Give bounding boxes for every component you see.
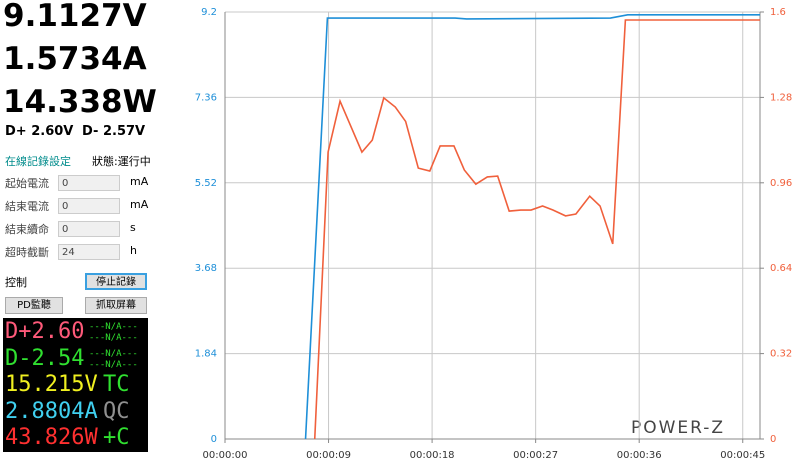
y2-tick-label: 1.6: [770, 7, 786, 18]
row-label: 超時截斷: [5, 246, 49, 259]
row-unit: mA: [130, 198, 149, 211]
y2-tick-label: 0.96: [770, 178, 792, 189]
input: 0: [58, 221, 120, 237]
panel-title: 在線記錄設定: [5, 155, 71, 168]
series-line: [304, 13, 760, 440]
lcd-side: ---N/A---: [89, 333, 138, 343]
dminus: D- 2.57V: [82, 124, 146, 139]
input: 0: [58, 175, 120, 191]
lcd-side: TC: [103, 372, 130, 397]
lcd-main: D+2.60: [5, 319, 85, 344]
logo: POWER-Z: [631, 418, 725, 438]
dplus: D+ 2.60V: [5, 124, 74, 139]
lcd-side: ---N/A---: [89, 348, 138, 359]
y-tick-label: 9.2: [201, 7, 217, 18]
y2-tick-label: 0.32: [770, 349, 792, 360]
status: 狀態:運行中: [92, 155, 151, 168]
x-tick-label: 00:00:09: [306, 450, 351, 461]
stop-button[interactable]: 停止記錄: [85, 273, 147, 290]
y-tick-label: 0: [211, 434, 217, 445]
row-label: 結束續命: [5, 223, 49, 236]
y-tick-label: 1.84: [195, 349, 217, 360]
lcd-main: 15.215V: [5, 372, 98, 397]
lcd-main: 43.826W: [5, 425, 98, 450]
lcd-side: +C: [103, 425, 130, 450]
row-unit: h: [130, 244, 137, 257]
x-tick-label: 00:00:27: [513, 450, 558, 461]
x-tick-label: 00:00:45: [720, 450, 765, 461]
control-label: 控制: [5, 276, 27, 289]
row-unit: mA: [130, 175, 149, 188]
series-line: [313, 19, 760, 440]
current: 1.5734A: [3, 41, 147, 77]
input: 24: [58, 244, 120, 260]
y2-tick-label: 1.28: [770, 92, 792, 103]
lcd-side: ---N/A---: [89, 322, 138, 332]
pd-button[interactable]: PD監聽: [5, 297, 63, 314]
lcd: D+2.60 ---N/A--- ---N/A--- D-2.54 ---N/A--- -…: [3, 318, 148, 452]
y-tick-label: 7.36: [195, 92, 217, 103]
lcd-main: 2.8804A: [5, 398, 98, 424]
input: 0: [58, 198, 120, 214]
y2-tick-label: 0.64: [770, 263, 792, 274]
row-label: 起始電流: [5, 177, 49, 190]
row-label: 結束電流: [5, 200, 49, 213]
lcd-main: D-2.54: [5, 345, 85, 371]
lcd-side: QC: [103, 398, 130, 424]
row-unit: s: [130, 221, 136, 234]
power: 14.338W: [3, 84, 157, 120]
x-tick-label: 00:00:36: [617, 450, 662, 461]
y2-tick-label: 0: [770, 434, 776, 445]
capture-button[interactable]: 抓取屏幕: [85, 297, 147, 314]
y-tick-label: 5.52: [195, 178, 217, 189]
x-tick-label: 00:00:18: [410, 450, 455, 461]
y-tick-label: 3.68: [195, 263, 217, 274]
lcd-side: ---N/A---: [89, 359, 138, 370]
x-tick-label: 00:00:00: [203, 450, 248, 461]
voltage: 9.1127V: [3, 0, 147, 34]
